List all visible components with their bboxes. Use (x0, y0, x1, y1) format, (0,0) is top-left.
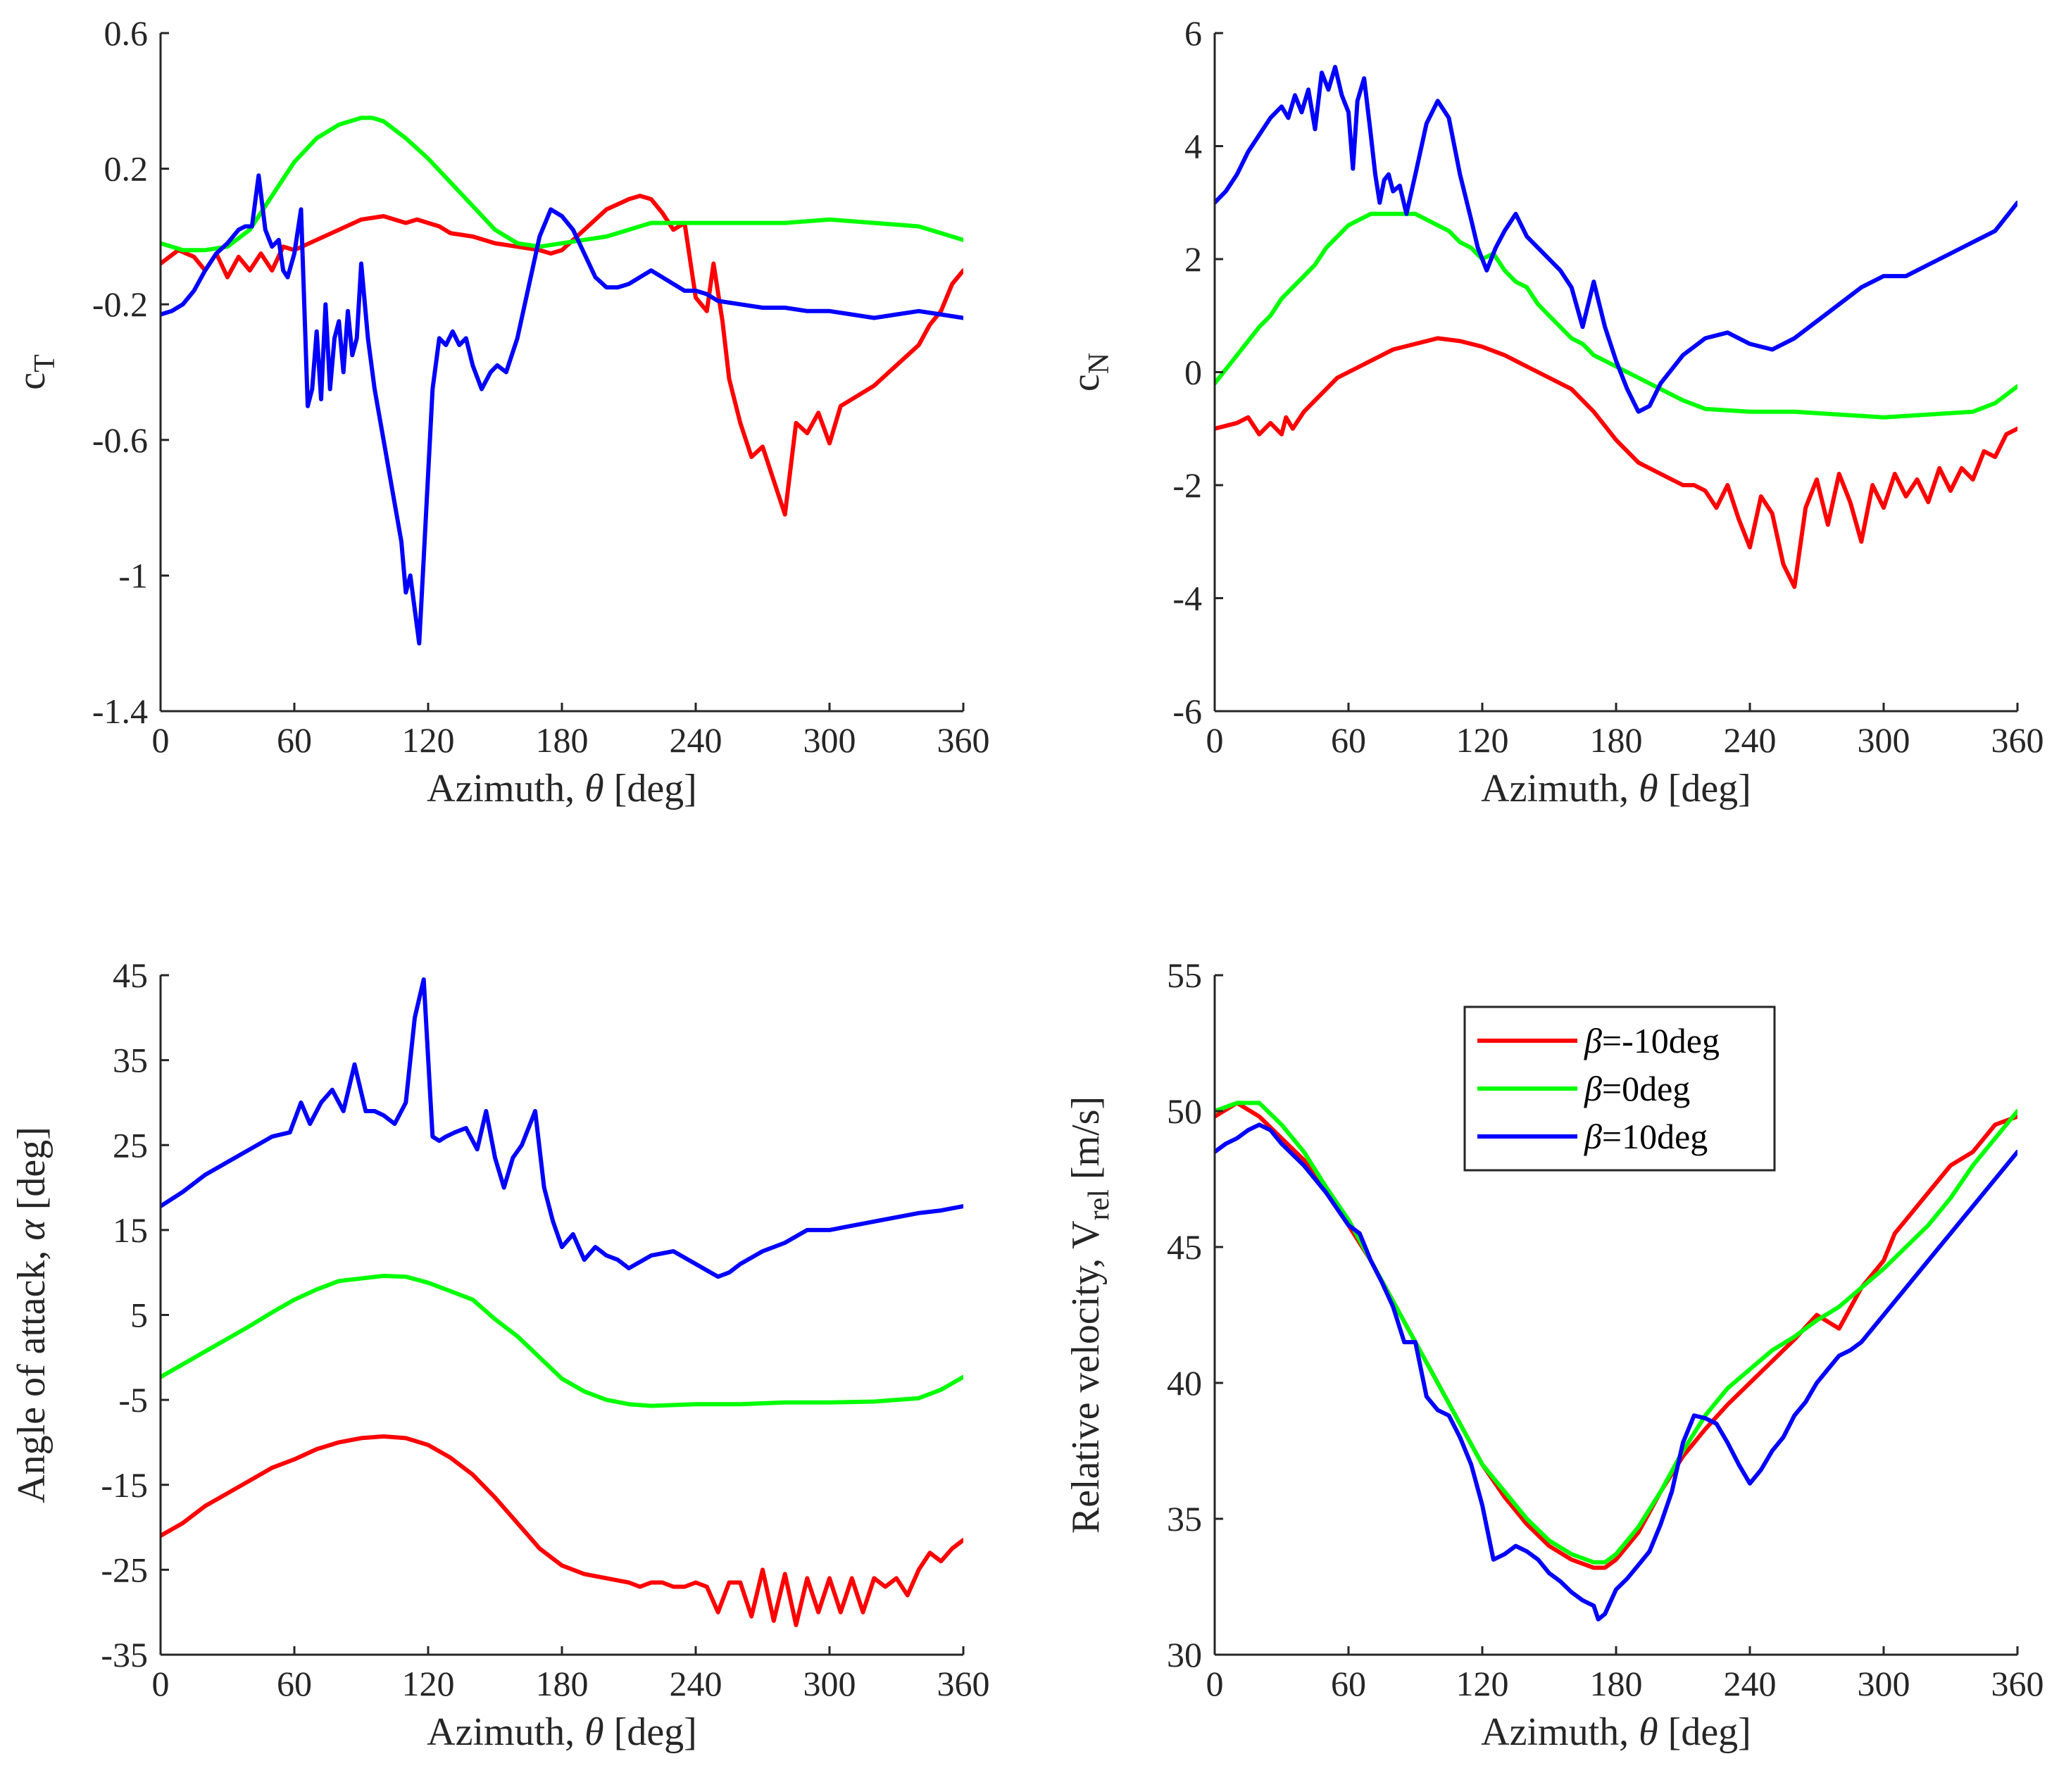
y-tick-label: -0.2 (92, 284, 148, 324)
x-tick-label: 180 (536, 720, 589, 760)
y-tick-label: 0 (1184, 353, 1202, 392)
x-tick-label: 180 (1590, 720, 1643, 760)
series-line-beta-minus-10 (161, 1434, 963, 1627)
y-tick-label: 4 (1184, 127, 1202, 166)
y-tick-label: -4 (1172, 579, 1202, 618)
x-tick-label: 60 (1331, 720, 1366, 760)
y-tick-label: -15 (101, 1465, 148, 1505)
x-tick-label: 300 (803, 1664, 856, 1703)
y-tick-label: 0.2 (104, 149, 149, 189)
y-tick-label: -0.6 (92, 420, 148, 460)
x-tick-label: 60 (277, 1664, 312, 1703)
legend-entry-label: β=10deg (1584, 1117, 1708, 1156)
x-tick-label: 240 (1724, 720, 1777, 760)
series-group (1215, 1101, 2017, 1622)
y-tick-label: 6 (1184, 13, 1202, 53)
y-tick-label: -1 (118, 556, 148, 595)
x-tick-label: 360 (1991, 720, 2044, 760)
y-tick-label: 0.6 (104, 13, 149, 53)
series-group (161, 115, 963, 646)
y-axis-label: cT (10, 354, 61, 390)
y-tick-label: -35 (101, 1635, 148, 1674)
series-group (1215, 65, 2017, 589)
x-tick-label: 120 (402, 1664, 455, 1703)
legend-entry-label: β=0deg (1584, 1069, 1690, 1108)
x-axis-label: Azimuth, θ [deg] (1481, 1710, 1751, 1754)
chart-alpha: 0 60 120 180 240 300 360 -35 -25 -15 -5 5 15 25 35 45 Az… (10, 955, 990, 1754)
y-tick-label: 30 (1167, 1635, 1202, 1674)
x-tick-label: 300 (803, 720, 856, 760)
y-tick-label: 50 (1167, 1091, 1202, 1131)
chart-cn: 0 60 120 180 240 300 360 -6 -4 -2 0 2 4 6 Azimuth, θ [… (1064, 13, 2044, 810)
x-tick-label: 0 (1206, 1664, 1224, 1703)
y-tick-label: -25 (101, 1550, 148, 1589)
series-line-beta-0 (161, 115, 963, 253)
y-tick-label: 15 (113, 1210, 148, 1250)
x-tick-label: 240 (1724, 1664, 1777, 1703)
x-tick-label: 300 (1858, 1664, 1910, 1703)
y-tick-label: -1.4 (92, 691, 148, 731)
chart-ct: 0 60 120 180 240 300 360 -1.4 -1 -0.6 -0.2 0.2 0.6 Az… (10, 13, 990, 810)
x-tick-label: 180 (536, 1664, 589, 1703)
y-axis-label: Relative velocity, Vrel [m/s] (1064, 1096, 1115, 1534)
y-tick-label: 35 (113, 1041, 148, 1080)
series-line-beta-10 (161, 173, 963, 646)
x-tick-label: 240 (670, 1664, 722, 1703)
y-tick-label: 55 (1167, 955, 1202, 995)
y-tick-label: 45 (1167, 1227, 1202, 1267)
x-axis-label: Azimuth, θ [deg] (1481, 767, 1751, 810)
series-line-beta-0 (161, 1274, 963, 1408)
x-tick-label: 0 (152, 720, 170, 760)
x-tick-label: 120 (402, 720, 455, 760)
x-tick-label: 240 (670, 720, 722, 760)
y-tick-label: 40 (1167, 1363, 1202, 1403)
x-tick-label: 360 (937, 1664, 990, 1703)
legend-entry-label: β=-10deg (1584, 1021, 1720, 1060)
x-tick-label: 60 (277, 720, 312, 760)
series-group (161, 977, 963, 1627)
x-tick-label: 120 (1456, 720, 1509, 760)
series-line-beta-minus-10 (161, 194, 963, 517)
x-tick-label: 300 (1858, 720, 1910, 760)
y-axis-label: cN (1064, 353, 1115, 391)
y-axis-label: Angle of attack, α [deg] (10, 1127, 54, 1503)
y-tick-label: 45 (113, 955, 148, 995)
x-axis-label: Azimuth, θ [deg] (427, 767, 697, 810)
series-line-beta-minus-10 (1215, 336, 2017, 589)
y-tick-label: -5 (118, 1380, 148, 1420)
x-tick-label: 360 (937, 720, 990, 760)
series-line-beta-10 (1215, 1122, 2017, 1622)
y-tick-label: 5 (130, 1296, 148, 1335)
x-tick-label: 60 (1331, 1664, 1366, 1703)
x-axis-label: Azimuth, θ [deg] (427, 1710, 697, 1754)
chart-vrel: 0 60 120 180 240 300 360 30 35 40 45 50 55 Azimuth, θ… (1064, 955, 2044, 1754)
x-tick-label: 0 (152, 1664, 170, 1703)
y-tick-label: -2 (1172, 465, 1202, 505)
x-tick-label: 120 (1456, 1664, 1509, 1703)
y-tick-label: 25 (113, 1125, 148, 1165)
x-tick-label: 180 (1590, 1664, 1643, 1703)
x-tick-label: 0 (1206, 720, 1224, 760)
y-tick-label: -6 (1172, 691, 1202, 731)
series-line-beta-10 (1215, 65, 2017, 414)
y-tick-label: 2 (1184, 239, 1202, 279)
legend: β=-10deg β=0deg β=10deg (1463, 1005, 1776, 1172)
series-line-beta-10 (161, 977, 963, 1279)
x-tick-label: 360 (1991, 1664, 2044, 1703)
y-tick-label: 35 (1167, 1499, 1202, 1539)
